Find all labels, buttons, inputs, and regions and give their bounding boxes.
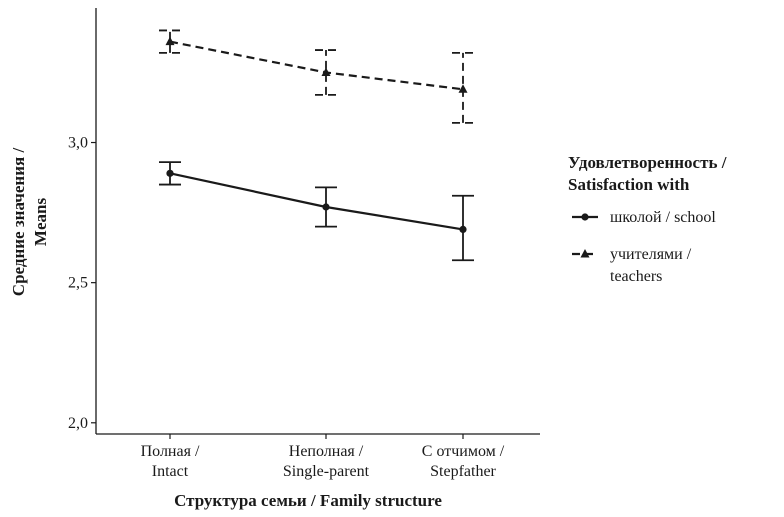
x-tick-label: Intact (152, 463, 189, 480)
data-point (321, 67, 331, 76)
legend-label: школой / school (610, 209, 716, 226)
series-line-1 (169, 40, 464, 91)
x-tick-label: С отчимом / (422, 443, 505, 460)
y-tick-label: 2,0 (68, 415, 88, 432)
legend-label: учителями / (610, 246, 692, 263)
legend-title: Удовлетворенность / (568, 153, 727, 172)
data-point (459, 225, 467, 234)
legend-key-marker (581, 213, 589, 221)
x-tick-label: Неполная / (289, 443, 364, 460)
y-tick-label: 2,5 (68, 275, 88, 292)
data-point (166, 169, 174, 177)
x-tick-label: Single-parent (283, 463, 370, 480)
legend-label: teachers (610, 268, 662, 285)
series-line-0 (169, 172, 464, 231)
legend-key-marker (580, 249, 590, 258)
y-tick-label: 3,0 (68, 135, 88, 152)
data-point (322, 203, 330, 211)
x-tick-label: Stepfather (430, 463, 496, 480)
legend-title: Satisfaction with (568, 175, 690, 194)
data-point (458, 84, 468, 93)
data-point (165, 36, 175, 46)
y-axis-title: Means (31, 198, 50, 247)
y-axis-title: Средние значения / (9, 148, 28, 297)
x-tick-label: Полная / (141, 443, 200, 460)
x-axis-title: Структура семьи / Family structure (174, 491, 442, 510)
